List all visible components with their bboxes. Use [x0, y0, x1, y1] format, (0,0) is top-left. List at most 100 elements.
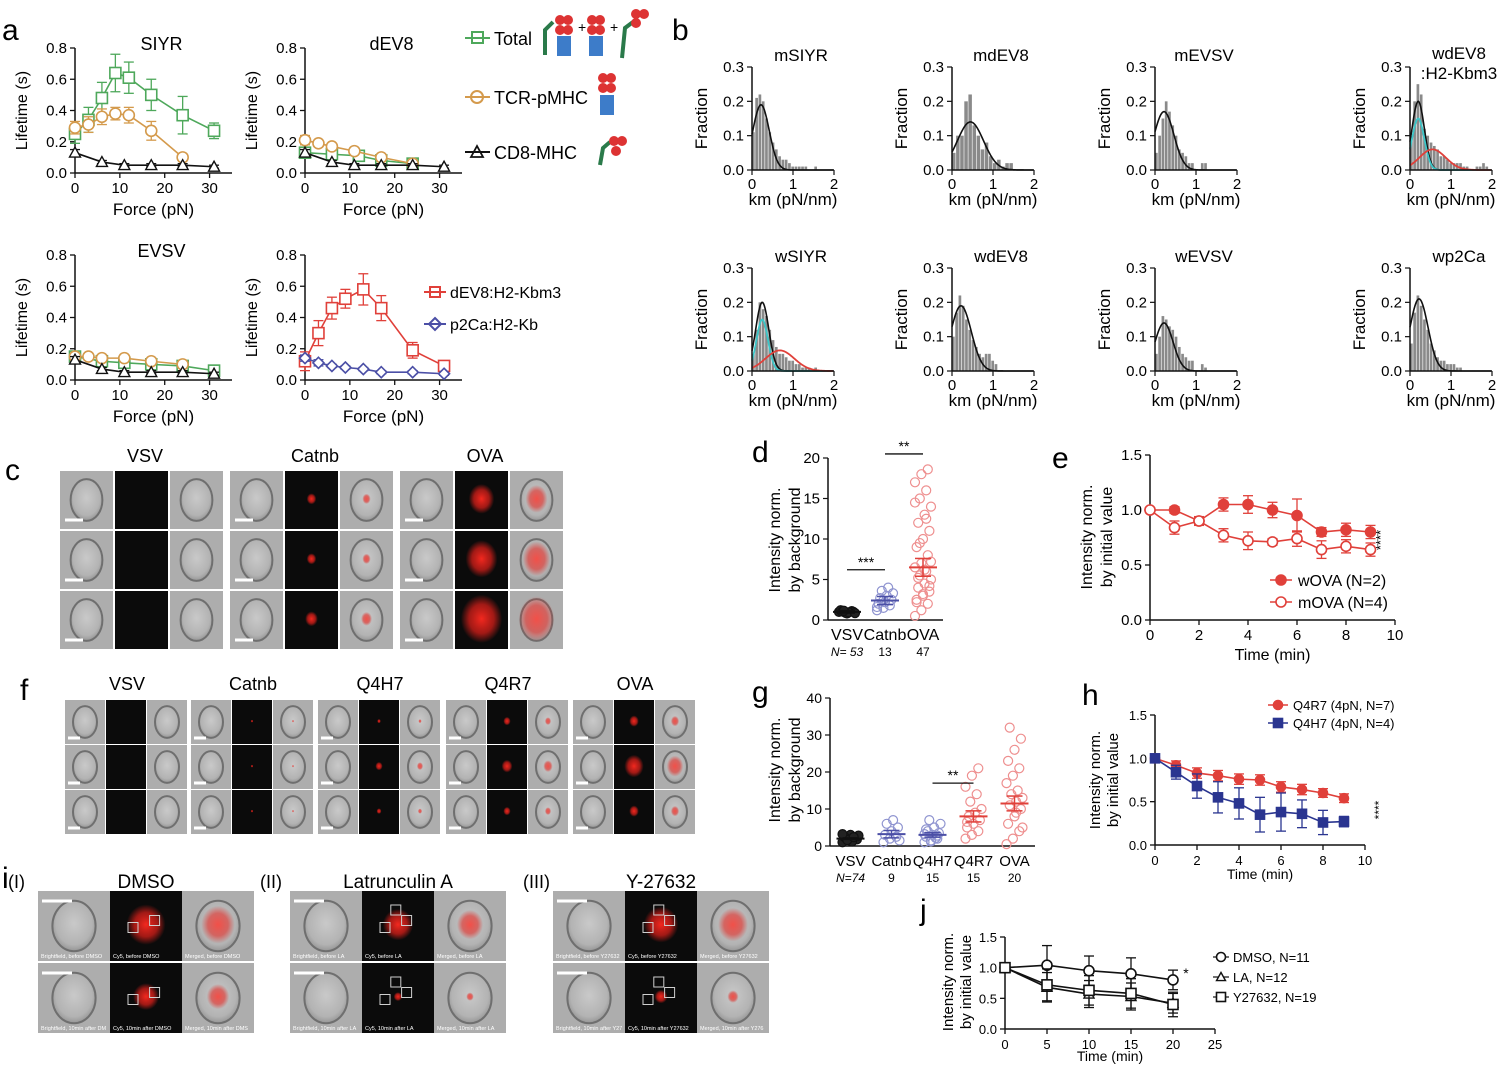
merged-signal [291, 719, 295, 723]
data-marker-square [1149, 753, 1161, 764]
data-marker-circle [82, 118, 95, 131]
data-marker-square [1191, 780, 1203, 792]
panel-label-h: h [1082, 679, 1099, 712]
y-tick-label: 0.1 [723, 329, 744, 346]
data-marker-circle [1272, 699, 1284, 711]
cell-body [325, 750, 351, 784]
fluorescence-signal [306, 553, 317, 565]
y-tick-label: 0.3 [1126, 260, 1147, 277]
x-tick-label: 6 [1277, 853, 1284, 868]
fluorescence-signal [654, 989, 668, 1004]
data-marker-triangle [144, 158, 158, 171]
y-tick-label: 0.6 [46, 278, 67, 295]
chart-b6: 0.0 0.1 0.2 0.3 0 1 2km (pN/nm) Fraction wdEV8 [892, 247, 1038, 410]
fluorescence-signal [629, 805, 639, 817]
histogram-bar [1429, 343, 1433, 371]
histogram-bar [1204, 163, 1207, 170]
cell-body [69, 478, 104, 522]
roi-box [379, 922, 391, 933]
chart-h: 0.0 0.5 1.0 1.5 0 2 4 6 8 10 Time (min) Intensity n… [1087, 698, 1395, 882]
y-axis-label-line1: Intensity norm. [940, 933, 957, 1031]
data-point [924, 580, 935, 592]
merged-signal [718, 907, 748, 942]
merged-image [434, 963, 506, 1033]
merged-image [528, 745, 568, 789]
panel-i-title: Y-27632 [626, 872, 696, 893]
chart-title: EVSV [137, 241, 185, 261]
y-tick-label: 0.0 [1129, 838, 1147, 853]
svg-text:+: + [578, 19, 586, 35]
roi-box [127, 922, 139, 933]
y-axis-label-line2: by initial value [1105, 733, 1122, 827]
x-tick-label: 0 [748, 176, 756, 193]
fluorescence-signal [501, 759, 513, 773]
brightfield-image [318, 700, 358, 744]
histogram-bar [1155, 353, 1158, 371]
data-marker-triangle [95, 155, 109, 168]
panel-i-roman: (I) [8, 872, 25, 892]
fluorescence-signal [393, 992, 403, 1002]
chart-b8: 0.0 0.1 0.2 0.3 0 1 2km (pN/nm) Fraction wp2Ca [1350, 247, 1496, 410]
cell-body [51, 971, 97, 1025]
data-marker-square [109, 66, 122, 80]
brightfield-image [60, 591, 113, 649]
x-tick-label: 0 [1151, 853, 1158, 868]
n-label: 15 [926, 871, 940, 885]
data-marker-triangle [325, 155, 339, 168]
y-tick-label: 0 [814, 838, 822, 854]
x-tick-label: 5 [1043, 1037, 1050, 1052]
histogram-bar [781, 159, 785, 170]
merged-image [182, 891, 254, 961]
merged-image [510, 591, 563, 649]
fluorescence-image [487, 790, 527, 834]
x-tick-label: 2 [1030, 377, 1038, 394]
brightfield-image [38, 963, 110, 1033]
panel-f-title: OVA [617, 674, 654, 694]
x-tick-label: 30 [431, 180, 448, 197]
significance-label: *** [858, 554, 875, 570]
panel-i-roman: (III) [523, 872, 550, 892]
data-marker-circle [95, 110, 109, 124]
y-tick-label: 0.2 [923, 93, 944, 110]
brightfield-image [290, 963, 362, 1033]
y-tick-label: 0.0 [46, 165, 67, 182]
histogram-bar [968, 94, 972, 170]
y-tick-label: 0.3 [923, 260, 944, 277]
histogram-bar [1436, 149, 1439, 170]
y-tick-label: 0.0 [1121, 612, 1142, 629]
histogram-bar [1419, 305, 1423, 371]
histogram-bar [1423, 128, 1426, 170]
y-tick-label: 0.2 [1381, 294, 1402, 311]
cell-body [179, 538, 214, 582]
fluorescence-background [115, 531, 168, 589]
cell-body [566, 899, 612, 953]
histogram-bar [968, 329, 972, 371]
histogram-bar [988, 156, 993, 170]
fluorescence-image [625, 891, 697, 961]
merged-image [655, 700, 695, 744]
x-tick-label: 15 [1124, 1037, 1138, 1052]
brightfield-image [400, 471, 453, 529]
histogram-bar [1168, 326, 1171, 371]
brightfield-image [65, 790, 105, 834]
y-tick-label: 0.0 [979, 1022, 997, 1037]
data-marker-triangle [1215, 971, 1227, 982]
histogram-bar [1459, 367, 1462, 371]
cell-body [154, 705, 180, 739]
n-label: 47 [916, 645, 930, 659]
y-tick-label: 0.8 [276, 247, 297, 264]
histogram-bar [1426, 329, 1430, 371]
fluorescence-signal [503, 806, 511, 816]
histogram-bar [1200, 163, 1204, 170]
legend-cd8-mhc: CD8-MHC [465, 143, 577, 163]
data-point [894, 835, 905, 846]
data-marker-circle [1193, 515, 1205, 527]
cell-body [239, 538, 274, 582]
category-label: Q4R7 [954, 853, 993, 870]
roi-box [664, 987, 676, 998]
panel-i-micrographs: (I) DMSO Brightfield, before DMSO Cy5, befo… [8, 872, 769, 1033]
fluorescence-signal [126, 904, 166, 945]
merged-signal [666, 755, 684, 777]
x-tick-label: 0 [71, 180, 79, 197]
brightfield-image [60, 471, 113, 529]
